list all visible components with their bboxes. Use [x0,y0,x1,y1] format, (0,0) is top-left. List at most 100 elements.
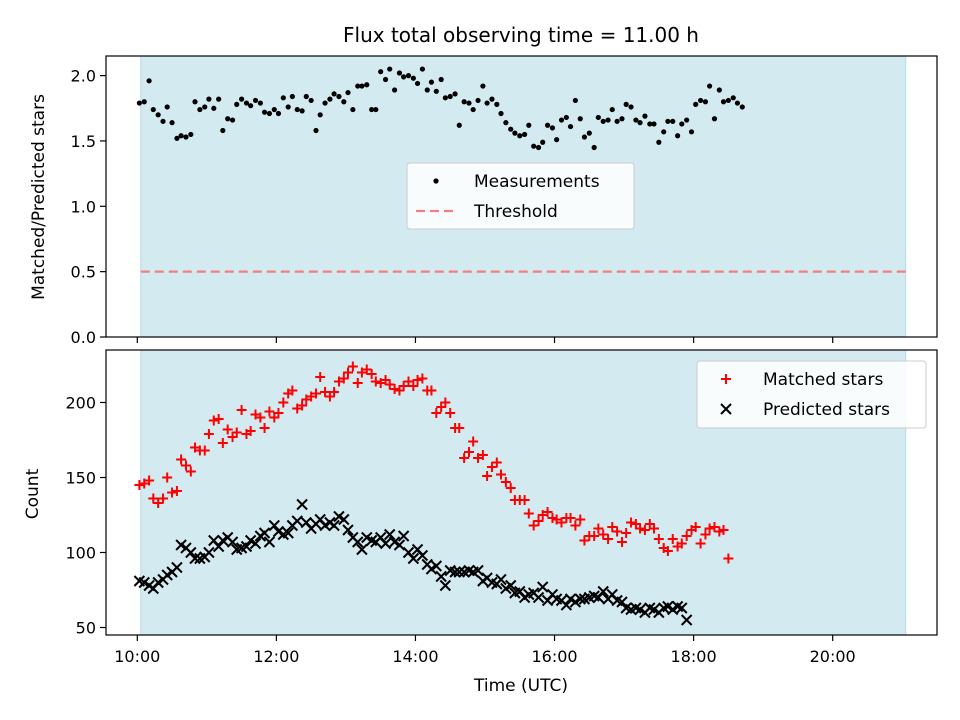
bottom-panel: 50 100 150 200 10:00 12:00 14:00 16:00 18:00 20:… [23,349,938,696]
matched-star-point [361,364,372,375]
measurement-point [633,117,639,123]
predicted-stars-points [133,498,693,626]
predicted-star-point [435,570,447,583]
bottom-legend-box [696,360,927,429]
matched-stars-points [134,361,734,564]
measurement-point [294,106,300,113]
predicted-star-point [268,519,280,532]
matched-star-point [626,517,637,528]
predicted-star-point [342,524,354,536]
measurement-point [567,123,574,130]
matched-star-point [384,379,395,390]
measurement-point [405,73,412,79]
bottom-plot-frame [105,349,938,636]
top-panel: Flux total observing time = 11.00 h 0.00… [29,23,938,347]
top-y-axis-label: Matched/Predicted stars [29,94,49,300]
measurement-point [619,116,625,122]
measurement-point [206,96,212,102]
measurement-point [313,127,319,134]
matched-star-point [653,534,664,544]
measurement-point [341,99,347,105]
matched-star-point [171,486,182,496]
matched-star-point [162,472,173,483]
bottom-y-axis-label: Count [23,468,43,519]
predicted-star-point [379,537,392,550]
measurement-point [280,95,286,101]
matched-star-point [575,514,586,525]
matched-star-point [217,438,228,448]
predicted-star-point [560,599,573,611]
legend-matched-label: Matched stars [763,370,883,390]
predicted-star-point [676,602,688,614]
measurement-point [716,87,722,93]
top-y-tick-label: 0.0 [71,328,96,347]
matched-star-point [500,477,511,487]
matched-star-point [718,525,729,535]
predicted-star-point [352,536,364,548]
matched-star-point [468,436,479,447]
measurement-point [535,144,542,151]
predicted-star-point [291,515,303,527]
measurement-point [651,121,657,127]
measurement-point [391,87,398,93]
predicted-star-point [397,530,410,542]
matched-star-point [700,529,711,540]
measurement-point [503,120,509,126]
matched-star-point [180,460,191,471]
measurement-point [336,93,342,100]
measurement-point [456,122,462,128]
measurement-point [517,133,523,139]
matched-star-point [148,493,159,504]
predicted-star-point [338,513,350,526]
matched-star-point [213,414,224,424]
matched-star-point [412,375,423,385]
measurement-point [739,104,745,110]
measurement-point [150,106,156,113]
measurement-point [452,91,458,97]
measurement-point [558,117,565,123]
measurement-point [369,106,375,113]
matched-star-point [408,381,419,391]
measurement-point [410,75,416,81]
matched-star-point [648,523,659,534]
measurement-point [155,112,161,118]
measurement-point [614,118,620,124]
measurement-point [540,139,546,145]
top-y-tick-label: 0.5 [71,263,96,282]
matched-star-point [329,387,340,397]
measurement-point [554,137,560,143]
matched-star-point [259,423,270,433]
measurement-point [322,100,328,106]
predicted-star-point [189,552,201,565]
bottom-x-tick-label: 12:00 [253,647,299,666]
legend-predicted-label: Predicted stars [763,400,890,420]
matched-star-point [389,384,400,394]
measurement-point [359,83,365,89]
legend-matched-marker [721,374,731,384]
measurement-point [544,122,551,128]
predicted-star-point [495,573,507,586]
matched-star-point [491,457,502,468]
measurement-point [160,118,166,124]
matched-star-point [231,427,242,438]
measurement-point [327,96,333,102]
matched-star-point [264,406,275,417]
measurement-point [396,70,403,76]
matched-star-point [320,387,331,397]
measurement-point [438,76,444,83]
measurement-point [447,93,453,100]
measurement-point [141,99,147,105]
matched-star-point [709,522,720,532]
matched-star-point [273,408,284,418]
bottom-legend: Matched stars Predicted stars [696,360,927,429]
measurement-point [289,93,295,100]
matched-star-point [459,453,470,463]
measurement-point [136,100,142,106]
measurement-point [577,116,583,122]
measurement-point [387,66,393,72]
matched-star-point [134,480,145,490]
bottom-x-tick-label: 18:00 [671,647,717,666]
measurement-point [461,99,467,105]
measurement-point [484,100,490,106]
